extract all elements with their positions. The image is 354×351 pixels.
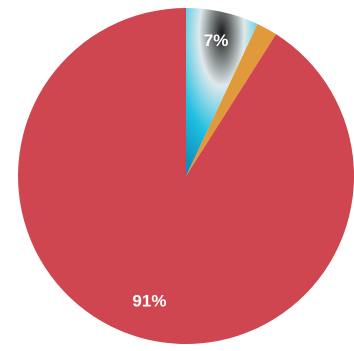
slice-label-0: 91% xyxy=(132,291,166,310)
pie-slice-1 xyxy=(186,23,277,176)
pie-slice-0 xyxy=(18,8,354,344)
pie-labels: 91% 7% xyxy=(132,31,228,310)
slice-label-2: 7% xyxy=(204,31,229,50)
pie-slices xyxy=(18,7,354,344)
pie-slice-2 xyxy=(186,7,258,176)
